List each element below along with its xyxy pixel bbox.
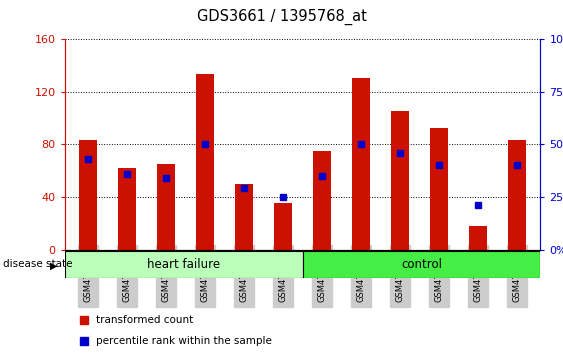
Bar — [235, 184, 253, 250]
Bar — [79, 140, 97, 250]
Bar — [196, 74, 214, 250]
Text: disease state: disease state — [3, 259, 72, 269]
Text: GDS3661 / 1395768_at: GDS3661 / 1395768_at — [196, 9, 367, 25]
Text: percentile rank within the sample: percentile rank within the sample — [96, 336, 271, 346]
Bar — [118, 168, 136, 250]
Text: control: control — [401, 258, 442, 271]
Text: transformed count: transformed count — [96, 315, 193, 325]
Bar — [430, 129, 448, 250]
Bar — [303, 251, 540, 278]
Text: heart failure: heart failure — [147, 258, 220, 271]
Bar — [65, 251, 303, 278]
Bar — [470, 226, 487, 250]
Bar — [157, 164, 175, 250]
Bar — [508, 140, 526, 250]
Text: ▶: ▶ — [50, 261, 57, 270]
Bar — [274, 204, 292, 250]
Bar — [352, 79, 370, 250]
Bar — [391, 112, 409, 250]
Bar — [314, 151, 331, 250]
